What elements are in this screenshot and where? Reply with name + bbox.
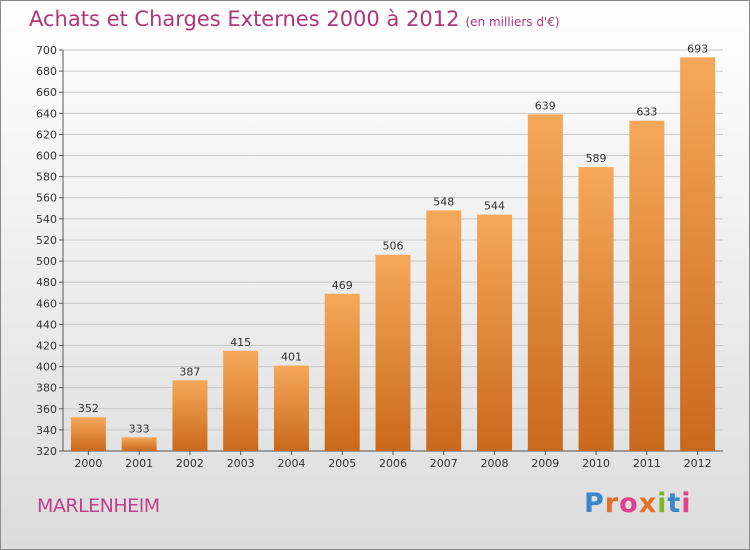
- brand-letter: o: [619, 488, 639, 519]
- data-label-2009: 639: [535, 99, 556, 112]
- y-tick-label: 320: [36, 445, 57, 458]
- commune-name: MARLENHEIM: [37, 495, 160, 517]
- y-tick-label: 460: [36, 297, 57, 310]
- x-tick-label-2009: 2009: [531, 457, 559, 470]
- x-tick-label-2005: 2005: [328, 457, 356, 470]
- y-tick-label: 420: [36, 339, 57, 352]
- bar-2012: [680, 57, 716, 451]
- brand-letter: P: [584, 488, 605, 519]
- y-tick-label: 700: [36, 44, 57, 57]
- data-label-2002: 387: [179, 365, 200, 378]
- y-tick-label: 400: [36, 361, 57, 374]
- x-tick-label-2011: 2011: [633, 457, 661, 470]
- x-tick-label-2007: 2007: [430, 457, 458, 470]
- y-tick-label: 640: [36, 107, 57, 120]
- y-tick-label: 660: [36, 86, 57, 99]
- bar-2010: [578, 167, 614, 451]
- axes: 320 340 360 380 400 420 440 460 480 500 520 540 560 5…: [36, 44, 723, 470]
- y-tick-label: 680: [36, 65, 57, 78]
- brand-letter: t: [667, 488, 682, 519]
- y-tick-label: 580: [36, 171, 57, 184]
- bar-2005: [324, 293, 360, 451]
- bar-2008: [477, 214, 513, 451]
- data-label-2006: 506: [383, 240, 404, 253]
- data-label-2012: 693: [687, 42, 708, 55]
- data-label-2001: 333: [129, 422, 150, 435]
- bar-2004: [273, 365, 309, 451]
- brand-letter: i: [681, 488, 692, 519]
- bar-2011: [629, 120, 665, 451]
- bar-2009: [527, 114, 563, 451]
- x-tick-label-2010: 2010: [582, 457, 610, 470]
- x-tick-label-2012: 2012: [684, 457, 712, 470]
- proxiti-logo: Proxiti: [584, 488, 692, 519]
- y-tick-label: 360: [36, 403, 57, 416]
- data-label-2003: 415: [230, 336, 251, 349]
- chart-title-text: Achats et Charges Externes 2000 à 2012: [29, 7, 460, 31]
- brand-letter: i: [657, 488, 668, 519]
- y-tick-label: 600: [36, 150, 57, 163]
- y-tick-label: 560: [36, 192, 57, 205]
- y-tick-label: 620: [36, 128, 57, 141]
- y-tick-label: 540: [36, 213, 57, 226]
- y-tick-label: 440: [36, 318, 57, 331]
- data-label-2005: 469: [332, 279, 353, 292]
- bar-2003: [223, 350, 259, 451]
- bar-2007: [426, 210, 462, 451]
- brand-letter: x: [638, 488, 658, 519]
- data-label-2011: 633: [636, 106, 657, 119]
- x-tick-label-2001: 2001: [125, 457, 153, 470]
- bar-2006: [375, 254, 411, 451]
- x-tick-label-2000: 2000: [74, 457, 102, 470]
- x-tick-label-2006: 2006: [379, 457, 407, 470]
- bar-2000: [70, 417, 106, 451]
- data-label-2007: 548: [433, 195, 454, 208]
- x-tick-label-2002: 2002: [176, 457, 204, 470]
- chart-title: Achats et Charges Externes 2000 à 2012 (e…: [29, 7, 560, 31]
- y-tick-label: 340: [36, 424, 57, 437]
- chart-subtitle: (en milliers d'€): [465, 15, 560, 29]
- brand-letter: r: [604, 488, 620, 519]
- y-tick-label: 500: [36, 255, 57, 268]
- bar-2001: [121, 437, 157, 451]
- data-label-2010: 589: [586, 152, 607, 165]
- data-label-2008: 544: [484, 200, 505, 213]
- x-tick-label-2004: 2004: [277, 457, 305, 470]
- x-tick-label-2008: 2008: [481, 457, 509, 470]
- data-labels: 352 333 387 415 401 469 506 548 544 639 589 633 693: [78, 42, 708, 435]
- bars: [70, 57, 716, 451]
- y-tick-label: 380: [36, 382, 57, 395]
- data-label-2000: 352: [78, 402, 99, 415]
- x-tick-label-2003: 2003: [227, 457, 255, 470]
- bar-2002: [172, 380, 208, 451]
- data-label-2004: 401: [281, 351, 302, 364]
- y-tick-label: 520: [36, 234, 57, 247]
- y-tick-label: 480: [36, 276, 57, 289]
